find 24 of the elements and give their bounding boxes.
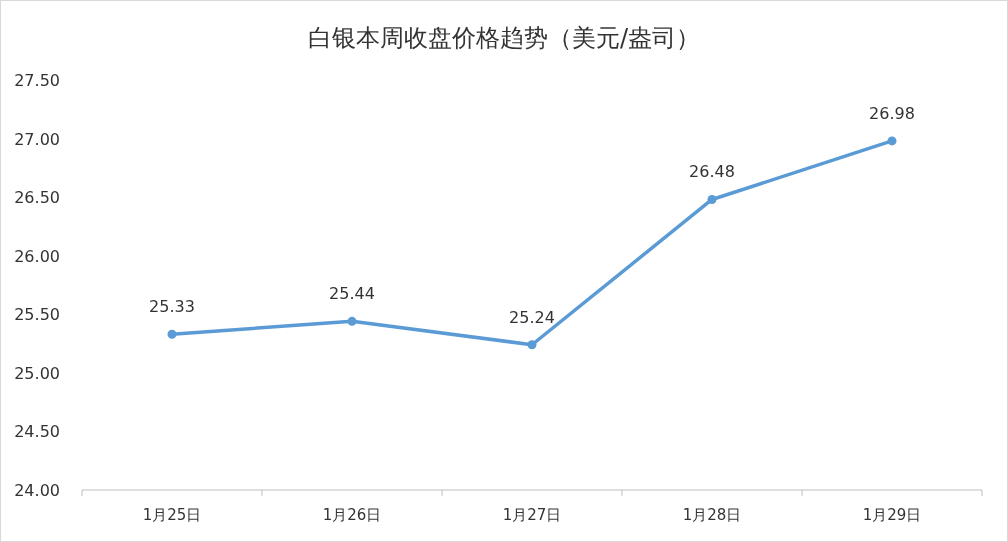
data-label: 25.44 xyxy=(329,284,375,304)
point xyxy=(347,316,357,326)
x-tick-label: 1月26日 xyxy=(322,506,382,524)
data-label: 25.24 xyxy=(509,307,555,327)
data-label: 26.98 xyxy=(869,103,915,123)
chart-title: 白银本周收盘价格趋势（美元/盎司） xyxy=(307,24,701,52)
y-tick-label: 25.50 xyxy=(14,305,60,325)
y-tick-label: 24.50 xyxy=(14,422,60,442)
y-tick-label: 27.00 xyxy=(14,129,60,149)
x-tick-label: 1月29日 xyxy=(862,506,922,524)
y-tick-label: 26.00 xyxy=(14,246,60,266)
y-tick-label: 26.50 xyxy=(14,188,60,208)
point xyxy=(887,136,897,146)
x-tick-label: 1月25日 xyxy=(142,506,202,524)
x-tick-label: 1月28日 xyxy=(682,506,742,524)
point xyxy=(167,329,177,339)
y-tick-label: 25.00 xyxy=(14,363,60,383)
y-tick-label: 27.50 xyxy=(14,71,60,90)
x-tick-label: 1月27日 xyxy=(502,506,562,524)
point xyxy=(527,340,537,350)
point xyxy=(707,194,717,204)
data-label: 26.48 xyxy=(689,162,735,182)
y-tick-label: 24.00 xyxy=(14,481,60,500)
data-label: 25.33 xyxy=(149,297,195,317)
